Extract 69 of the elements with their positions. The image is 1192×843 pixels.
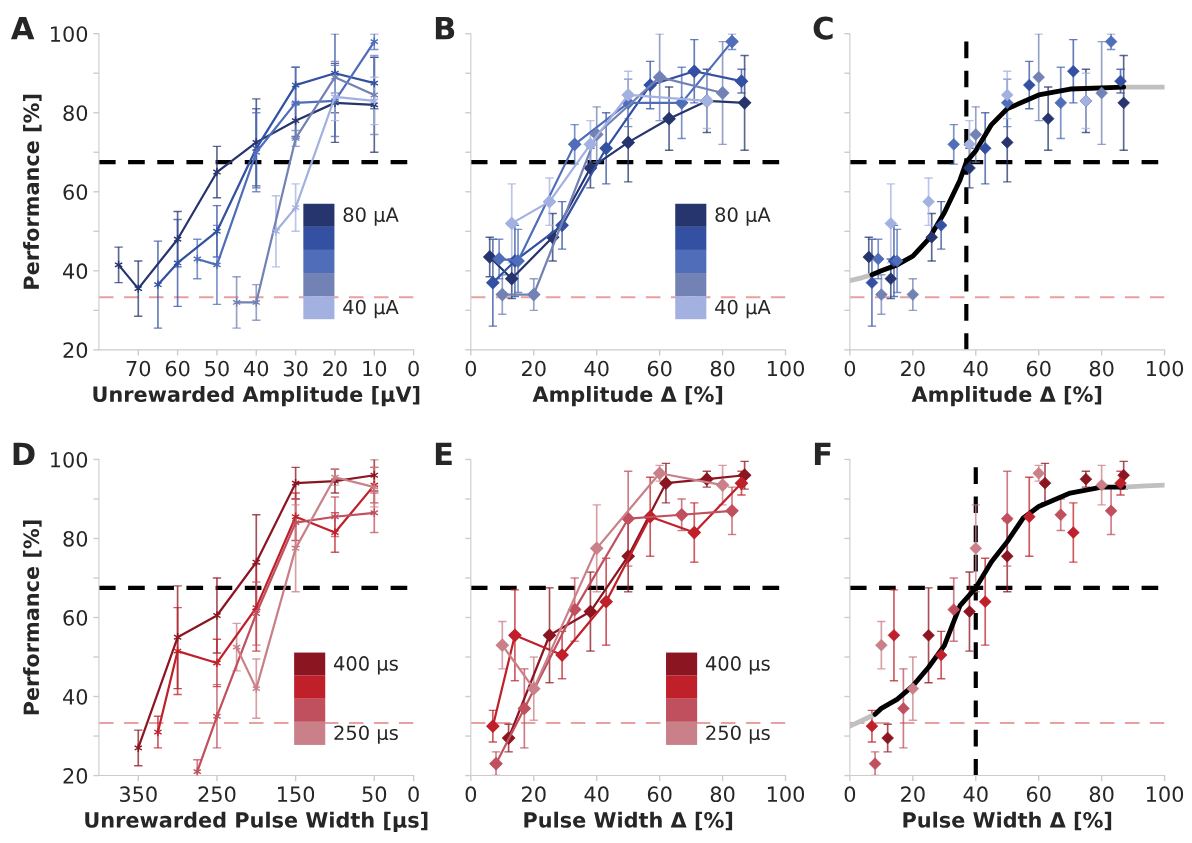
x-tick-label: 20 <box>522 786 546 803</box>
x-tick-label: 0 <box>465 360 477 377</box>
x-tick-label: 60 <box>165 360 190 377</box>
x-tick-label: 0 <box>465 786 477 803</box>
y-tick-label: 100 <box>51 26 88 42</box>
x-tick-label: 60 <box>647 360 672 377</box>
x-tick-label: 0 <box>844 360 856 377</box>
chart-title: C <box>813 16 833 40</box>
y-tick-label: 40 <box>63 688 88 705</box>
y-tick-label: 60 <box>63 609 88 626</box>
x-tick-label: 20 <box>323 360 347 377</box>
x-tick-label: 40 <box>244 360 269 377</box>
x-tick-label: 150 <box>278 786 315 803</box>
legend-label: 40 µA <box>343 299 399 319</box>
legend-label: 250 µs <box>334 725 398 744</box>
x-tick-label: 20 <box>901 360 925 377</box>
y-tick-label: 80 <box>63 530 88 547</box>
x-tick-label: 30 <box>283 360 308 377</box>
legend-label: 400 µs <box>333 656 398 675</box>
legend-label: 250 µs <box>706 725 770 744</box>
x-tick-label: 80 <box>1089 786 1114 803</box>
legend-label: 40 µA <box>715 299 771 319</box>
x-axis-title: Unrewarded Pulse Width [µs] <box>85 811 428 832</box>
legend-label: 80 µA <box>343 207 399 226</box>
y-tick-label: 80 <box>63 105 88 121</box>
chart-title: A <box>10 17 35 40</box>
x-tick-label: 40 <box>584 786 609 803</box>
x-tick-label: 100 <box>1146 360 1184 377</box>
x-axis-title: Unrewarded Amplitude [µV] <box>93 385 420 407</box>
chart-title: E <box>435 442 452 465</box>
chart-title: D <box>13 442 35 465</box>
x-tick-label: 70 <box>126 360 151 377</box>
x-tick-label: 40 <box>963 786 988 803</box>
y-tick-label: 40 <box>63 263 88 280</box>
legend-label: 80 µA <box>715 207 771 226</box>
x-tick-label: 250 <box>198 786 236 803</box>
x-tick-label: 80 <box>710 786 735 803</box>
x-tick-label: 100 <box>1146 786 1184 803</box>
x-tick-label: 0 <box>408 360 419 377</box>
chart-title: B <box>435 17 455 40</box>
x-tick-label: 350 <box>119 786 157 803</box>
x-tick-label: 80 <box>1089 360 1114 377</box>
legend-label: 400 µs <box>705 656 770 675</box>
y-axis-title: Performance [%] <box>23 520 42 715</box>
x-tick-label: 20 <box>901 786 925 803</box>
x-tick-label: 60 <box>1026 786 1051 803</box>
x-tick-label: 40 <box>584 360 609 377</box>
x-tick-label: 40 <box>963 360 988 377</box>
x-axis-title: Pulse Width Δ [%] <box>524 811 733 831</box>
y-tick-label: 20 <box>63 342 88 359</box>
x-axis-title: Amplitude Δ [%] <box>532 385 723 407</box>
x-axis-title: Amplitude Δ [%] <box>911 385 1102 407</box>
y-tick-label: 100 <box>51 451 88 468</box>
x-axis-title: Pulse Width Δ [%] <box>903 811 1112 831</box>
x-tick-label: 100 <box>767 786 805 803</box>
x-tick-label: 50 <box>205 360 229 377</box>
x-tick-label: 80 <box>710 360 735 377</box>
chart-title: F <box>814 442 831 465</box>
x-tick-label: 0 <box>408 786 419 803</box>
x-tick-label: 60 <box>1026 360 1051 377</box>
x-tick-label: 0 <box>844 786 856 803</box>
y-tick-label: 60 <box>63 184 88 200</box>
y-tick-label: 20 <box>63 768 88 784</box>
y-axis-title: Performance [%] <box>23 94 42 289</box>
x-tick-label: 60 <box>647 786 672 803</box>
x-tick-label: 100 <box>767 360 805 377</box>
x-tick-label: 20 <box>522 360 546 377</box>
x-tick-label: 50 <box>362 786 387 803</box>
x-tick-label: 10 <box>363 360 387 377</box>
